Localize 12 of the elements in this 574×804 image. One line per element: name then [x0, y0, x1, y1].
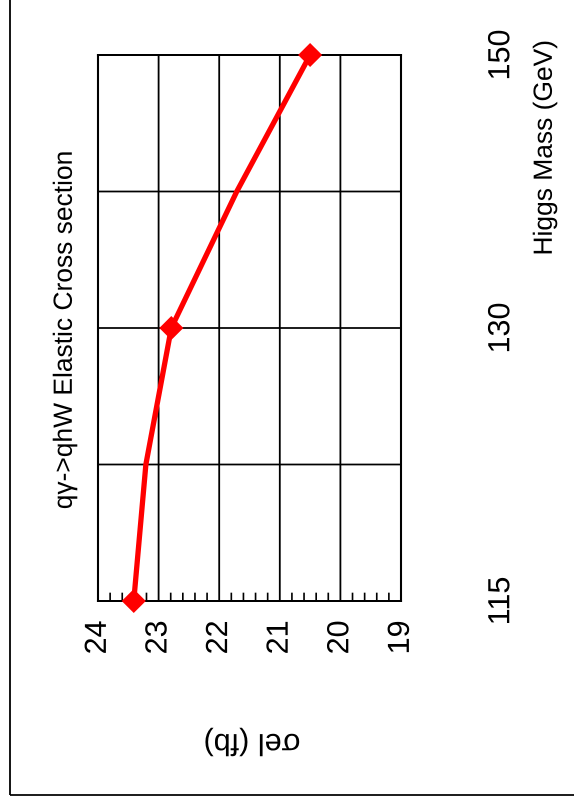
x-tick-label: 19: [388, 622, 410, 652]
x-tick-label: 21: [266, 622, 288, 653]
y-tick-label: 115: [488, 578, 510, 624]
x-tick-label: 20: [326, 622, 349, 653]
x-tick-label: 24: [84, 621, 106, 653]
y-axis-title: Higgs Mass (GeV): [532, 42, 558, 254]
text: qγ->qhW Elastic Cross section: [52, 152, 78, 508]
x-axis-title: σel (fb): [205, 728, 300, 756]
x-tick-label: 22: [206, 622, 228, 653]
x-tick-label: 23: [145, 622, 167, 653]
y-tick-label: 150: [488, 30, 510, 78]
y-tick-label: 130: [488, 304, 510, 352]
